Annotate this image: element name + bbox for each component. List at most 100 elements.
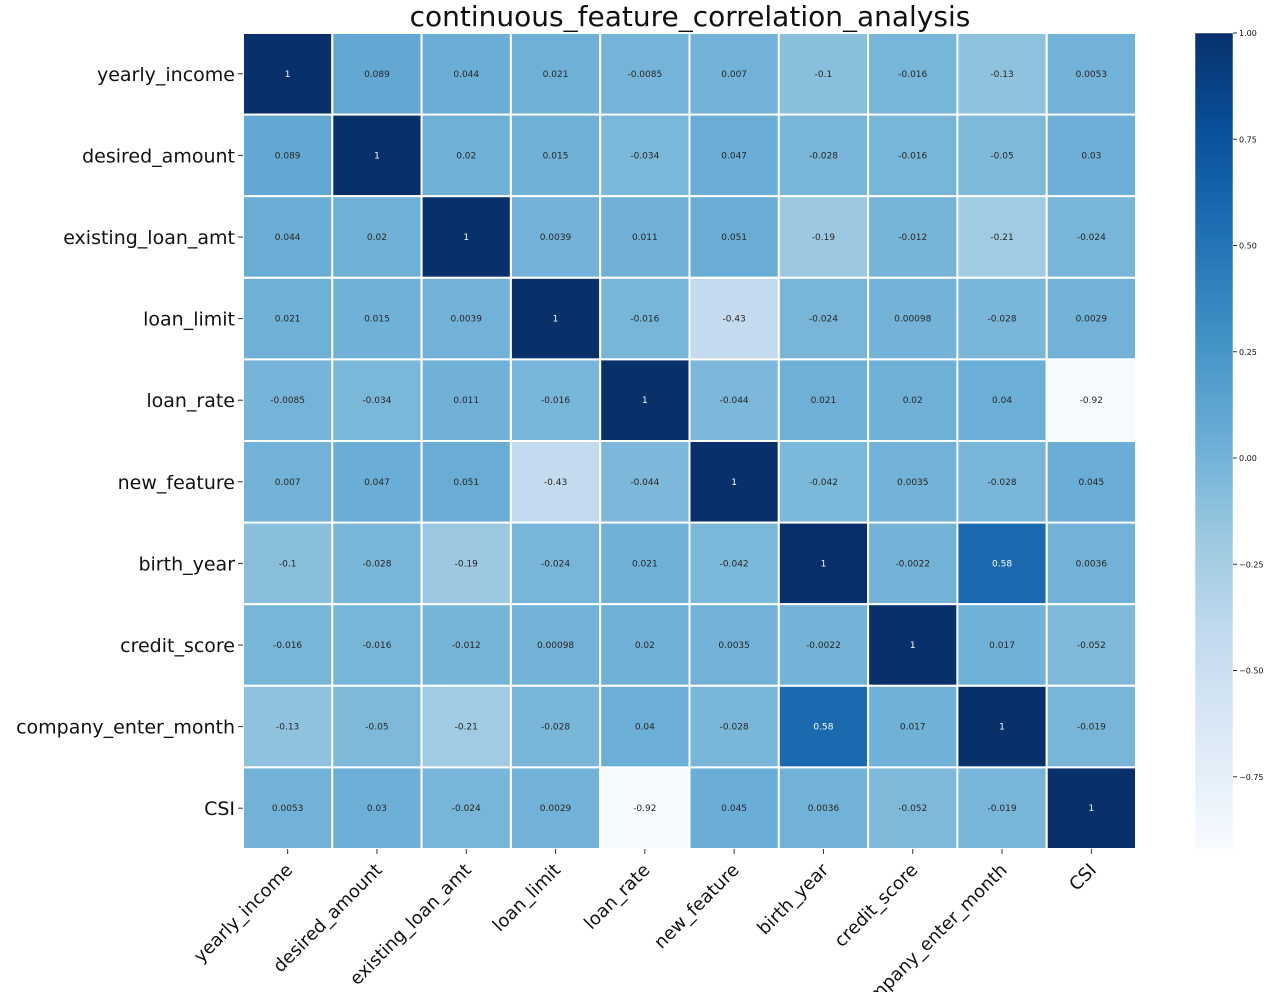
heatmap-cell: [599, 440, 691, 524]
heatmap-cell: [420, 684, 512, 769]
cell-value-label: 1: [999, 723, 1005, 733]
heatmap-cell: [420, 195, 512, 279]
cell-value-label: -0.024: [1077, 233, 1106, 243]
column-labels: yearly_incomedesired_amountexisting_loan…: [190, 849, 1101, 992]
heatmap-cell: [599, 603, 691, 687]
heatmap-cell: [1045, 195, 1137, 279]
heatmap-cell: [331, 113, 423, 198]
row-tick-label: credit_score: [120, 635, 235, 657]
heatmap-cell: [956, 440, 1048, 524]
chart-title: continuous_feature_correlation_analysis: [410, 0, 971, 33]
cell-value-label: 1: [821, 559, 827, 569]
cell-value-label: 0.0039: [451, 315, 483, 325]
row-tick-label: new_feature: [118, 472, 235, 494]
cell-value-label: 0.0036: [1076, 559, 1108, 569]
heatmap-cell: [688, 440, 780, 524]
cell-value-label: -0.016: [362, 641, 391, 651]
cell-value-label: 1: [285, 70, 291, 80]
colorbar-tick-label: −0.50: [1239, 667, 1264, 676]
heatmap-cell: [1045, 766, 1137, 851]
cell-value-label: 0.051: [721, 233, 747, 243]
cell-value-label: -0.044: [720, 396, 749, 406]
heatmap-cell: [599, 358, 691, 442]
row-tick-label: loan_rate: [146, 390, 235, 412]
cell-value-label: 1: [1088, 804, 1094, 814]
cell-value-label: 0.089: [275, 151, 301, 161]
cell-value-label: -0.13: [276, 723, 299, 733]
cell-value-label: 0.021: [543, 70, 569, 80]
cell-value-label: 0.0035: [897, 478, 929, 488]
cell-value-label: 1: [910, 641, 916, 651]
heatmap-cell: [509, 603, 602, 687]
column-tick-label: loan_rate: [580, 860, 654, 934]
cell-value-label: -0.028: [988, 478, 1017, 488]
heatmap-cell: [688, 358, 780, 442]
heatmap-cell: [331, 195, 423, 279]
cell-value-label: 0.0053: [272, 804, 304, 814]
cell-value-label: 0.044: [275, 233, 301, 243]
cell-value-label: 0.03: [367, 804, 387, 814]
heatmap-cell: [1045, 358, 1137, 442]
column-tick-label: CSI: [1065, 860, 1101, 896]
heatmap-cell: [1045, 684, 1137, 769]
cell-value-label: 0.047: [721, 151, 747, 161]
heatmap-cell: [1045, 276, 1137, 361]
cell-value-label: 0.007: [721, 70, 747, 80]
colorbar-tick-label: −0.75: [1239, 773, 1264, 782]
heatmap-cell: [867, 603, 959, 687]
cell-value-label: -0.43: [544, 478, 567, 488]
heatmap-cell: [242, 32, 334, 116]
heatmap-cell: [509, 521, 602, 606]
row-tick-label: CSI: [204, 798, 235, 820]
heatmap-cell: [867, 684, 959, 769]
cell-value-label: -0.024: [452, 804, 481, 814]
cell-value-label: 0.0036: [808, 804, 840, 814]
cell-value-label: -0.028: [988, 315, 1017, 325]
cell-value-label: -0.1: [815, 70, 833, 80]
heatmap-cell: [688, 113, 780, 198]
cell-value-label: 0.00098: [894, 315, 931, 325]
heatmap-cell: [242, 766, 334, 851]
colorbar-tick-label: −0.25: [1239, 560, 1264, 569]
cell-value-label: 0.045: [1078, 478, 1104, 488]
heatmap-cell: [956, 521, 1048, 606]
heatmap-cell: [331, 603, 423, 687]
cell-value-label: -0.0022: [806, 641, 841, 651]
heatmap-cell: [420, 440, 512, 524]
heatmap-cell: [777, 603, 870, 687]
row-tick-label: loan_limit: [143, 309, 235, 331]
cell-value-label: 0.011: [632, 233, 658, 243]
row-tick-label: company_enter_month: [16, 717, 235, 739]
colorbar-tick-label: 1.00: [1239, 29, 1257, 38]
cell-value-label: -0.019: [988, 804, 1017, 814]
cell-value-label: 0.0029: [1076, 315, 1108, 325]
cell-value-label: 0.045: [721, 804, 747, 814]
cell-value-label: -0.044: [630, 478, 659, 488]
cell-value-label: 0.015: [543, 151, 569, 161]
cell-value-label: -0.028: [809, 151, 838, 161]
cell-value-label: 0.089: [364, 70, 390, 80]
cell-value-label: -0.21: [455, 723, 478, 733]
heatmap-cell: [1045, 113, 1137, 198]
cell-value-label: -0.012: [898, 233, 927, 243]
heatmap-cell: [777, 521, 870, 606]
cell-value-label: 1: [731, 478, 737, 488]
heatmap-cell: [956, 358, 1048, 442]
cell-value-label: -0.0085: [270, 396, 305, 406]
column-tick-label: birth_year: [753, 859, 833, 939]
cell-value-label: -0.042: [809, 478, 838, 488]
cell-value-label: -0.034: [630, 151, 659, 161]
cell-value-label: -0.028: [720, 723, 749, 733]
cell-value-label: -0.0022: [895, 559, 930, 569]
row-tick-label: birth_year: [138, 553, 235, 575]
cell-value-label: -0.19: [455, 559, 479, 569]
heatmap-cell: [688, 521, 780, 606]
heatmap-cell: [688, 766, 780, 851]
heatmap-cell: [777, 766, 870, 851]
cell-value-label: -0.052: [1077, 641, 1106, 651]
heatmap-cell: [509, 113, 602, 198]
heatmap-cells: 1 0.089 0.044 0.021 -0.0085 0.007 -0.1 -0.016 -0…: [242, 32, 1137, 851]
cell-value-label: -0.028: [362, 559, 391, 569]
cell-value-label: -0.92: [1080, 396, 1103, 406]
